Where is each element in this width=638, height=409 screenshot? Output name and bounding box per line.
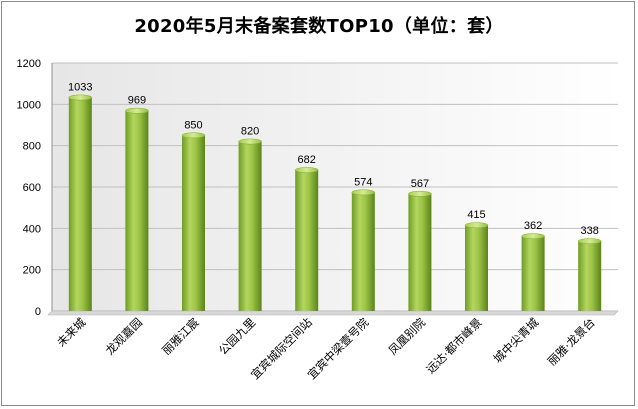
bar-cap bbox=[125, 107, 149, 114]
category-label: 凤凰别院 bbox=[386, 315, 429, 358]
bar-cap bbox=[577, 238, 602, 244]
bar bbox=[238, 141, 262, 311]
bar-cap bbox=[68, 94, 93, 101]
bar bbox=[125, 110, 149, 312]
data-label: 682 bbox=[298, 154, 316, 166]
data-label: 850 bbox=[184, 119, 202, 131]
data-label: 362 bbox=[524, 220, 542, 232]
bar bbox=[465, 225, 488, 311]
chart-title: 2020年5月末备案套数TOP10（单位：套） bbox=[134, 16, 504, 37]
plot-floor bbox=[47, 310, 619, 316]
category-label: 公园九里 bbox=[216, 315, 258, 357]
bar bbox=[68, 97, 92, 311]
category-label: 未来城 bbox=[54, 315, 89, 350]
y-tick-label: 600 bbox=[23, 182, 41, 194]
plot-area: 0 200 400 600 800 1000 1200 1033 未来城 969 龙观嘉园 850 丽雅… bbox=[17, 58, 619, 382]
bar-cap bbox=[294, 167, 319, 173]
category-label: 丽雅江宸 bbox=[159, 315, 202, 358]
data-label: 574 bbox=[354, 176, 372, 188]
bar bbox=[182, 135, 205, 311]
data-label: 1033 bbox=[68, 82, 92, 94]
bar bbox=[295, 170, 319, 311]
category-label: 城中尖青城 bbox=[491, 315, 542, 366]
bar-cap bbox=[464, 222, 489, 229]
data-label: 969 bbox=[128, 95, 146, 107]
data-label: 338 bbox=[581, 225, 599, 237]
y-tick-label: 200 bbox=[23, 265, 41, 277]
category-label: 龙观嘉园 bbox=[103, 315, 145, 357]
data-label: 415 bbox=[467, 209, 485, 221]
bar-cap bbox=[351, 189, 376, 196]
bar bbox=[521, 236, 545, 311]
bar-cap bbox=[521, 233, 545, 240]
category-label: 丽雅·龙景台 bbox=[545, 315, 598, 368]
y-tick-label: 400 bbox=[23, 223, 41, 235]
bar-cap bbox=[181, 132, 206, 139]
data-label: 567 bbox=[411, 178, 429, 190]
data-label: 820 bbox=[241, 126, 259, 138]
bar bbox=[351, 192, 375, 311]
category-label: 远达·都市峰景 bbox=[423, 315, 484, 376]
bar bbox=[578, 241, 602, 311]
y-tick-label: 800 bbox=[23, 141, 41, 153]
y-tick-label: 1200 bbox=[17, 58, 41, 70]
y-tick-label: 1000 bbox=[17, 99, 41, 111]
bar-cap bbox=[408, 190, 432, 197]
y-tick-label: 0 bbox=[35, 306, 41, 318]
category-label: 宜宾中梁壹号院 bbox=[305, 315, 372, 382]
bar bbox=[408, 193, 432, 311]
bar-cap bbox=[238, 138, 262, 145]
